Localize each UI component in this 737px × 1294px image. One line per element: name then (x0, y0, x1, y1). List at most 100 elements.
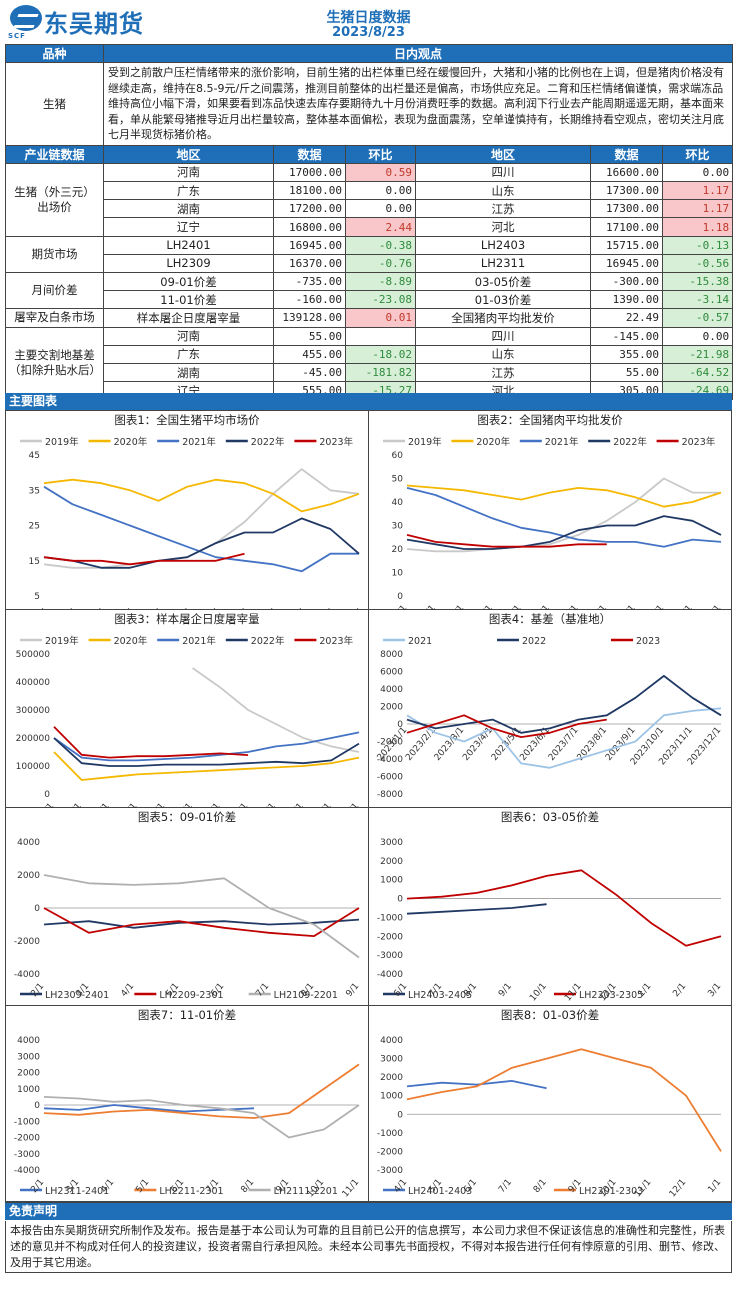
change-cell: 1.18 (661, 217, 734, 237)
change-cell: -64.52 (661, 362, 734, 383)
region-cell: 江苏 (415, 362, 591, 383)
chart-svg: LH2309-2401 LH2209-2301 LH2109-2201 4000 200… (14, 838, 361, 1001)
legend-label: LH2311-2401 (45, 1186, 109, 1197)
y-tick-label: -2000 (377, 932, 403, 942)
group-label: 月间价差 (5, 271, 104, 310)
x-tick-label: 1... (29, 604, 46, 610)
legend-label: LH2301-2303 (579, 1186, 643, 1197)
product-label: 生猪 (5, 62, 104, 146)
y-tick-label: 5 (34, 592, 40, 602)
y-tick-label: 0 (34, 1101, 40, 1111)
x-tick-label: 10/1 (528, 982, 549, 1004)
region-cell: 全国猪肉平均批发价 (415, 308, 591, 328)
chart-panel-1: 图表1：全国生猪平均市场价 2019年 2020年 2021年 2022年 2023年 45… (6, 411, 369, 610)
y-tick-label: 1000 (17, 1085, 40, 1095)
chain-header-5: 数据 (590, 144, 663, 164)
x-tick-label: 6/1 (535, 604, 552, 610)
legend-label: 2019年 (45, 436, 79, 448)
region-cell: 09-01价差 (103, 271, 274, 292)
x-tick-label: 12/1 (668, 1178, 689, 1200)
y-tick-label: 3000 (380, 1055, 403, 1065)
value-cell: 17100.00 (590, 217, 663, 237)
company-name: 东吴期货 (44, 10, 144, 38)
value-cell: 55.00 (590, 362, 663, 383)
y-tick-label: -4000 (377, 970, 403, 980)
x-tick-label: 2/1 (29, 982, 46, 1000)
chart-panel-2: 图表2：全国猪肉平均批发价 2019年 2020年 2021年 2022年 2023年 60… (369, 411, 731, 610)
group-label: 屠宰及白条市场 (5, 308, 104, 328)
legend-label: 2019年 (408, 436, 442, 448)
y-tick-label: 4000 (380, 1036, 403, 1046)
chart-title: 图表6：03-05价差 (500, 810, 600, 824)
series-line (406, 1080, 547, 1090)
chart-panel-8: 图表8：01-03价差 LH2401-2403 LH2301-2303 4000 300… (369, 1006, 731, 1202)
legend-label: LH2111-2201 (274, 1186, 338, 1197)
y-tick-label: -8000 (377, 790, 403, 800)
x-tick-label: 8/1 (592, 604, 609, 610)
group-label: 期货市场 (5, 235, 104, 274)
region-cell: 湖南 (103, 362, 274, 383)
observation-col-header: 日内观点 (102, 43, 734, 64)
logo-abbrev: SCF (8, 32, 26, 40)
chart-panel-4: 图表4：基差（基准地） 2021 2022 2023 8000 6000 4000 2000 0… (369, 610, 731, 808)
x-tick-label: 9/1 (497, 982, 514, 1000)
change-cell: -0.38 (345, 235, 416, 255)
series-line (406, 515, 722, 550)
table-row: LH2309 16370.00 -0.76 LH2311 16945.00 -0.56 (6, 253, 734, 274)
chart-panel-5: 图表5：09-01价差 LH2309-2401 LH2209-2301 LH2109-… (6, 808, 369, 1006)
region-cell: 湖南 (103, 199, 274, 219)
value-cell: -300.00 (590, 271, 663, 292)
series-line (406, 903, 547, 915)
series-line (406, 484, 722, 508)
series-line (53, 737, 360, 767)
x-tick-label: 1/1 (392, 604, 409, 610)
x-tick-label: 4/1 (478, 604, 495, 610)
table-row: 月间价差 09-01价差 -735.00 -8.89 03-05价差 -300.00 -15… (5, 271, 734, 310)
y-tick-label: -1000 (14, 1117, 40, 1127)
x-tick-label: 7/1 (206, 802, 223, 808)
legend-label: 2023年 (319, 635, 353, 647)
series-line (43, 918, 360, 929)
chart-svg: LH2401-2403 LH2301-2303 4000 3000 2000 1000 0 -… (377, 1036, 723, 1200)
y-tick-label: -1000 (377, 913, 403, 923)
x-tick-label: 4/1 (392, 1178, 409, 1196)
y-tick-label: 15 (29, 557, 40, 567)
table-row: 广东 455.00 -18.02 山东 355.00 -21.98 (6, 344, 734, 364)
series-line (43, 874, 360, 959)
chart-title: 图表4：基差（基准地） (488, 612, 612, 626)
series-line (43, 1096, 360, 1139)
chart-svg: 2019年 2020年 2021年 2022年 2023年 45 35 25 15 5 1... 2.… (20, 436, 361, 610)
region-cell: LH2401 (103, 235, 274, 255)
product-col-header: 品种 (5, 43, 104, 64)
region-cell: 山东 (415, 344, 591, 364)
series-line (406, 534, 607, 548)
observation-text: 受到之前散户压栏情绪带来的涨价影响，目前生猪的出栏体重已经在缓慢回升，大猪和小猪… (102, 62, 734, 146)
x-tick-label: 10/1 (646, 604, 667, 610)
change-cell: -23.08 (345, 290, 416, 310)
legend-label: 2022年 (251, 635, 285, 647)
region-cell: 四川 (415, 326, 591, 346)
change-cell: -0.56 (661, 253, 734, 274)
x-tick-label: 4... (115, 604, 132, 610)
change-cell: -18.02 (345, 344, 416, 364)
x-tick-label: 2/1 (671, 982, 688, 1000)
report-title: 生猪日度数据 (326, 10, 411, 26)
value-cell: 16800.00 (273, 217, 346, 237)
chart-title: 图表2：全国猪肉平均批发价 (477, 413, 623, 427)
y-tick-label: 25 (29, 522, 40, 532)
value-cell: 16945.00 (590, 253, 663, 274)
change-cell: 0.01 (345, 308, 416, 328)
y-tick-label: 0 (397, 1110, 403, 1120)
legend-label: LH2109-2201 (274, 990, 338, 1001)
legend-label: 2023 (636, 636, 660, 647)
region-cell: 江苏 (415, 199, 591, 219)
y-tick-label: -2000 (377, 738, 403, 748)
y-tick-label: 1000 (380, 1092, 403, 1102)
y-tick-label: 300000 (16, 706, 51, 716)
value-cell: -735.00 (273, 271, 346, 292)
change-cell: 0.00 (661, 162, 734, 183)
chain-header-2: 数据 (273, 144, 346, 164)
chain-header-4: 地区 (415, 144, 591, 164)
value-cell: 22.49 (590, 308, 663, 328)
x-tick-label: 8... (230, 604, 247, 610)
